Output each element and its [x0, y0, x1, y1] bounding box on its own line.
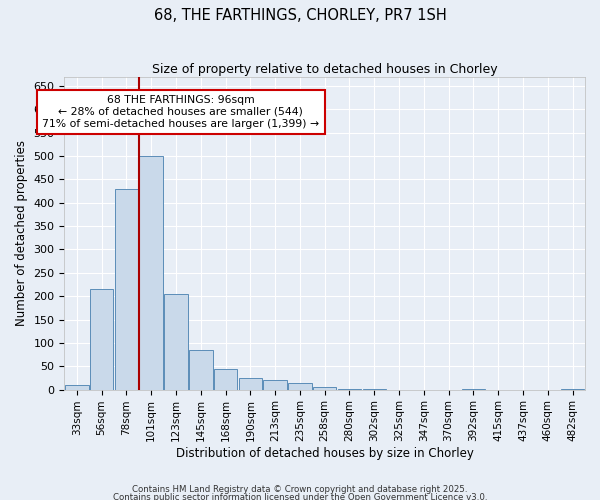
X-axis label: Distribution of detached houses by size in Chorley: Distribution of detached houses by size … [176, 447, 473, 460]
Bar [115, 189, 138, 390]
Bar [164, 294, 188, 390]
Bar [313, 388, 337, 390]
Text: 68 THE FARTHINGS: 96sqm
← 28% of detached houses are smaller (544)
71% of semi-d: 68 THE FARTHINGS: 96sqm ← 28% of detache… [43, 96, 319, 128]
Title: Size of property relative to detached houses in Chorley: Size of property relative to detached ho… [152, 62, 497, 76]
Text: Contains HM Land Registry data © Crown copyright and database right 2025.: Contains HM Land Registry data © Crown c… [132, 486, 468, 494]
Bar [263, 380, 287, 390]
Bar [239, 378, 262, 390]
Bar [189, 350, 212, 390]
Text: 68, THE FARTHINGS, CHORLEY, PR7 1SH: 68, THE FARTHINGS, CHORLEY, PR7 1SH [154, 8, 446, 22]
Bar [65, 385, 89, 390]
Bar [338, 388, 361, 390]
Bar [214, 368, 238, 390]
Bar [288, 382, 311, 390]
Y-axis label: Number of detached properties: Number of detached properties [15, 140, 28, 326]
Bar [90, 289, 113, 390]
Text: Contains public sector information licensed under the Open Government Licence v3: Contains public sector information licen… [113, 492, 487, 500]
Bar [139, 156, 163, 390]
